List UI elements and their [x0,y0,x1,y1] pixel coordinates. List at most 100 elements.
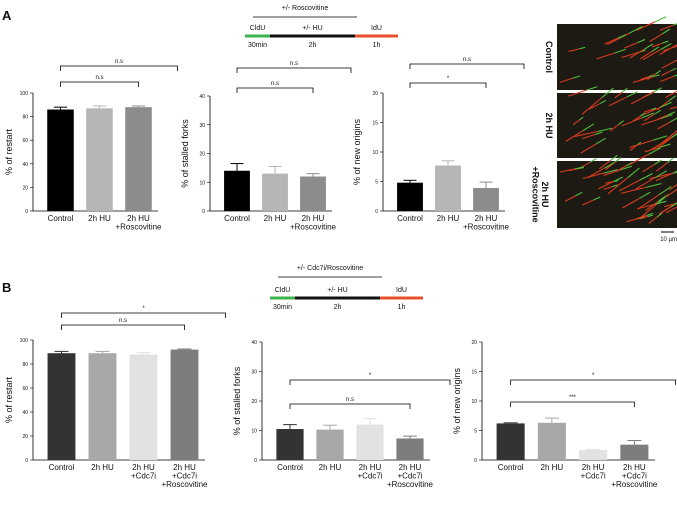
significance-bracket [510,379,677,385]
x-tick-label: Control [49,463,75,472]
x-tick-label: 2h HU +Cdc7i [357,463,382,480]
significance-label: * [369,373,372,379]
bar [88,353,117,460]
bar [262,173,288,211]
schematic-title: +/- Cdc7i/Roscovitine [297,265,363,272]
y-tick-label: 30 [199,123,205,129]
y-tick-label: 0 [25,458,28,464]
fiber [628,25,643,34]
schematic-title: +/- Roscovitine [282,5,329,12]
fiber [568,48,580,52]
fiber [670,67,677,72]
fiber [660,75,675,83]
fiber [651,42,663,48]
x-tick-label: 2h HU +Roscovitine [463,214,510,231]
fiber [617,34,627,39]
significance-label: n.s [115,59,123,65]
panel-label: B [2,280,11,295]
y-axis-label: % of new origins [352,118,362,185]
fiber [658,206,672,215]
y-tick-label: 10 [251,429,257,435]
fiber [635,177,656,190]
fiber [582,123,595,131]
fiber [609,124,619,132]
fiber [629,48,645,59]
y-tick-label: 5 [375,180,378,186]
significance-label: * [447,76,450,82]
fiber-image [557,24,677,90]
fiber [672,171,677,174]
fiber [639,50,653,60]
significance-bracket [236,67,352,73]
fiber [608,96,628,107]
fiber [647,73,656,81]
bar [397,182,423,211]
fiber [639,172,653,181]
fiber [596,137,606,145]
fiber [654,109,662,115]
fiber [643,113,655,122]
y-tick-label: 100 [20,338,29,344]
bar [396,438,424,460]
schematic-step: +/- HU [327,287,347,294]
fiber [594,131,603,136]
fiber [629,144,638,151]
x-tick-label: 2h HU [264,214,287,223]
fiber [662,28,671,35]
x-tick-label: Control [397,214,423,223]
fiber [613,176,623,182]
fiber [639,202,659,219]
fiber [673,23,677,26]
fiber [654,159,662,165]
bar [86,108,113,211]
schematic-step: +/- HU [302,25,322,32]
schematic-step: CldU [275,287,291,294]
fiber [646,212,654,216]
fiber [644,146,661,153]
bar [356,424,384,460]
x-tick-label: Control [277,463,303,472]
y-tick-label: 0 [202,209,205,215]
bar [47,353,76,460]
fiber [642,163,655,173]
fiber [598,181,614,190]
significance-label: *** [569,395,577,401]
y-tick-label: 80 [22,362,28,368]
schematic-time: 30min [273,304,292,311]
fiber [644,43,654,50]
y-tick-label: 80 [22,115,28,121]
fiber [589,157,597,163]
schematic-step: CldU [250,25,266,32]
fiber [589,103,600,110]
significance-bracket [61,312,226,318]
y-tick-label: 15 [372,121,378,127]
fiber [650,136,672,151]
fiber [614,48,626,54]
fiber [649,172,674,180]
y-tick-label: 10 [199,180,205,186]
fiber [665,90,677,98]
fiber [572,75,581,79]
significance-label: * [142,306,145,312]
fiber [604,169,618,174]
fiber [636,214,647,220]
fiber [642,49,661,61]
fiber [640,106,661,117]
x-tick-label: 2h HU +Cdc7i +Roscovitine [161,463,208,489]
bar [125,107,152,211]
fiber [666,157,674,164]
y-tick-label: 40 [22,410,28,416]
significance-label: n.s [271,81,279,87]
fiber [648,147,662,155]
fiber [639,191,651,199]
fiber [637,203,656,210]
fiber [618,120,624,125]
fiber [651,46,660,52]
fiber [579,116,584,121]
fiber [624,42,638,49]
y-tick-label: 20 [22,434,28,440]
fiber [655,70,661,75]
fiber [658,186,672,196]
fiber [572,119,580,126]
fiber [661,70,671,76]
